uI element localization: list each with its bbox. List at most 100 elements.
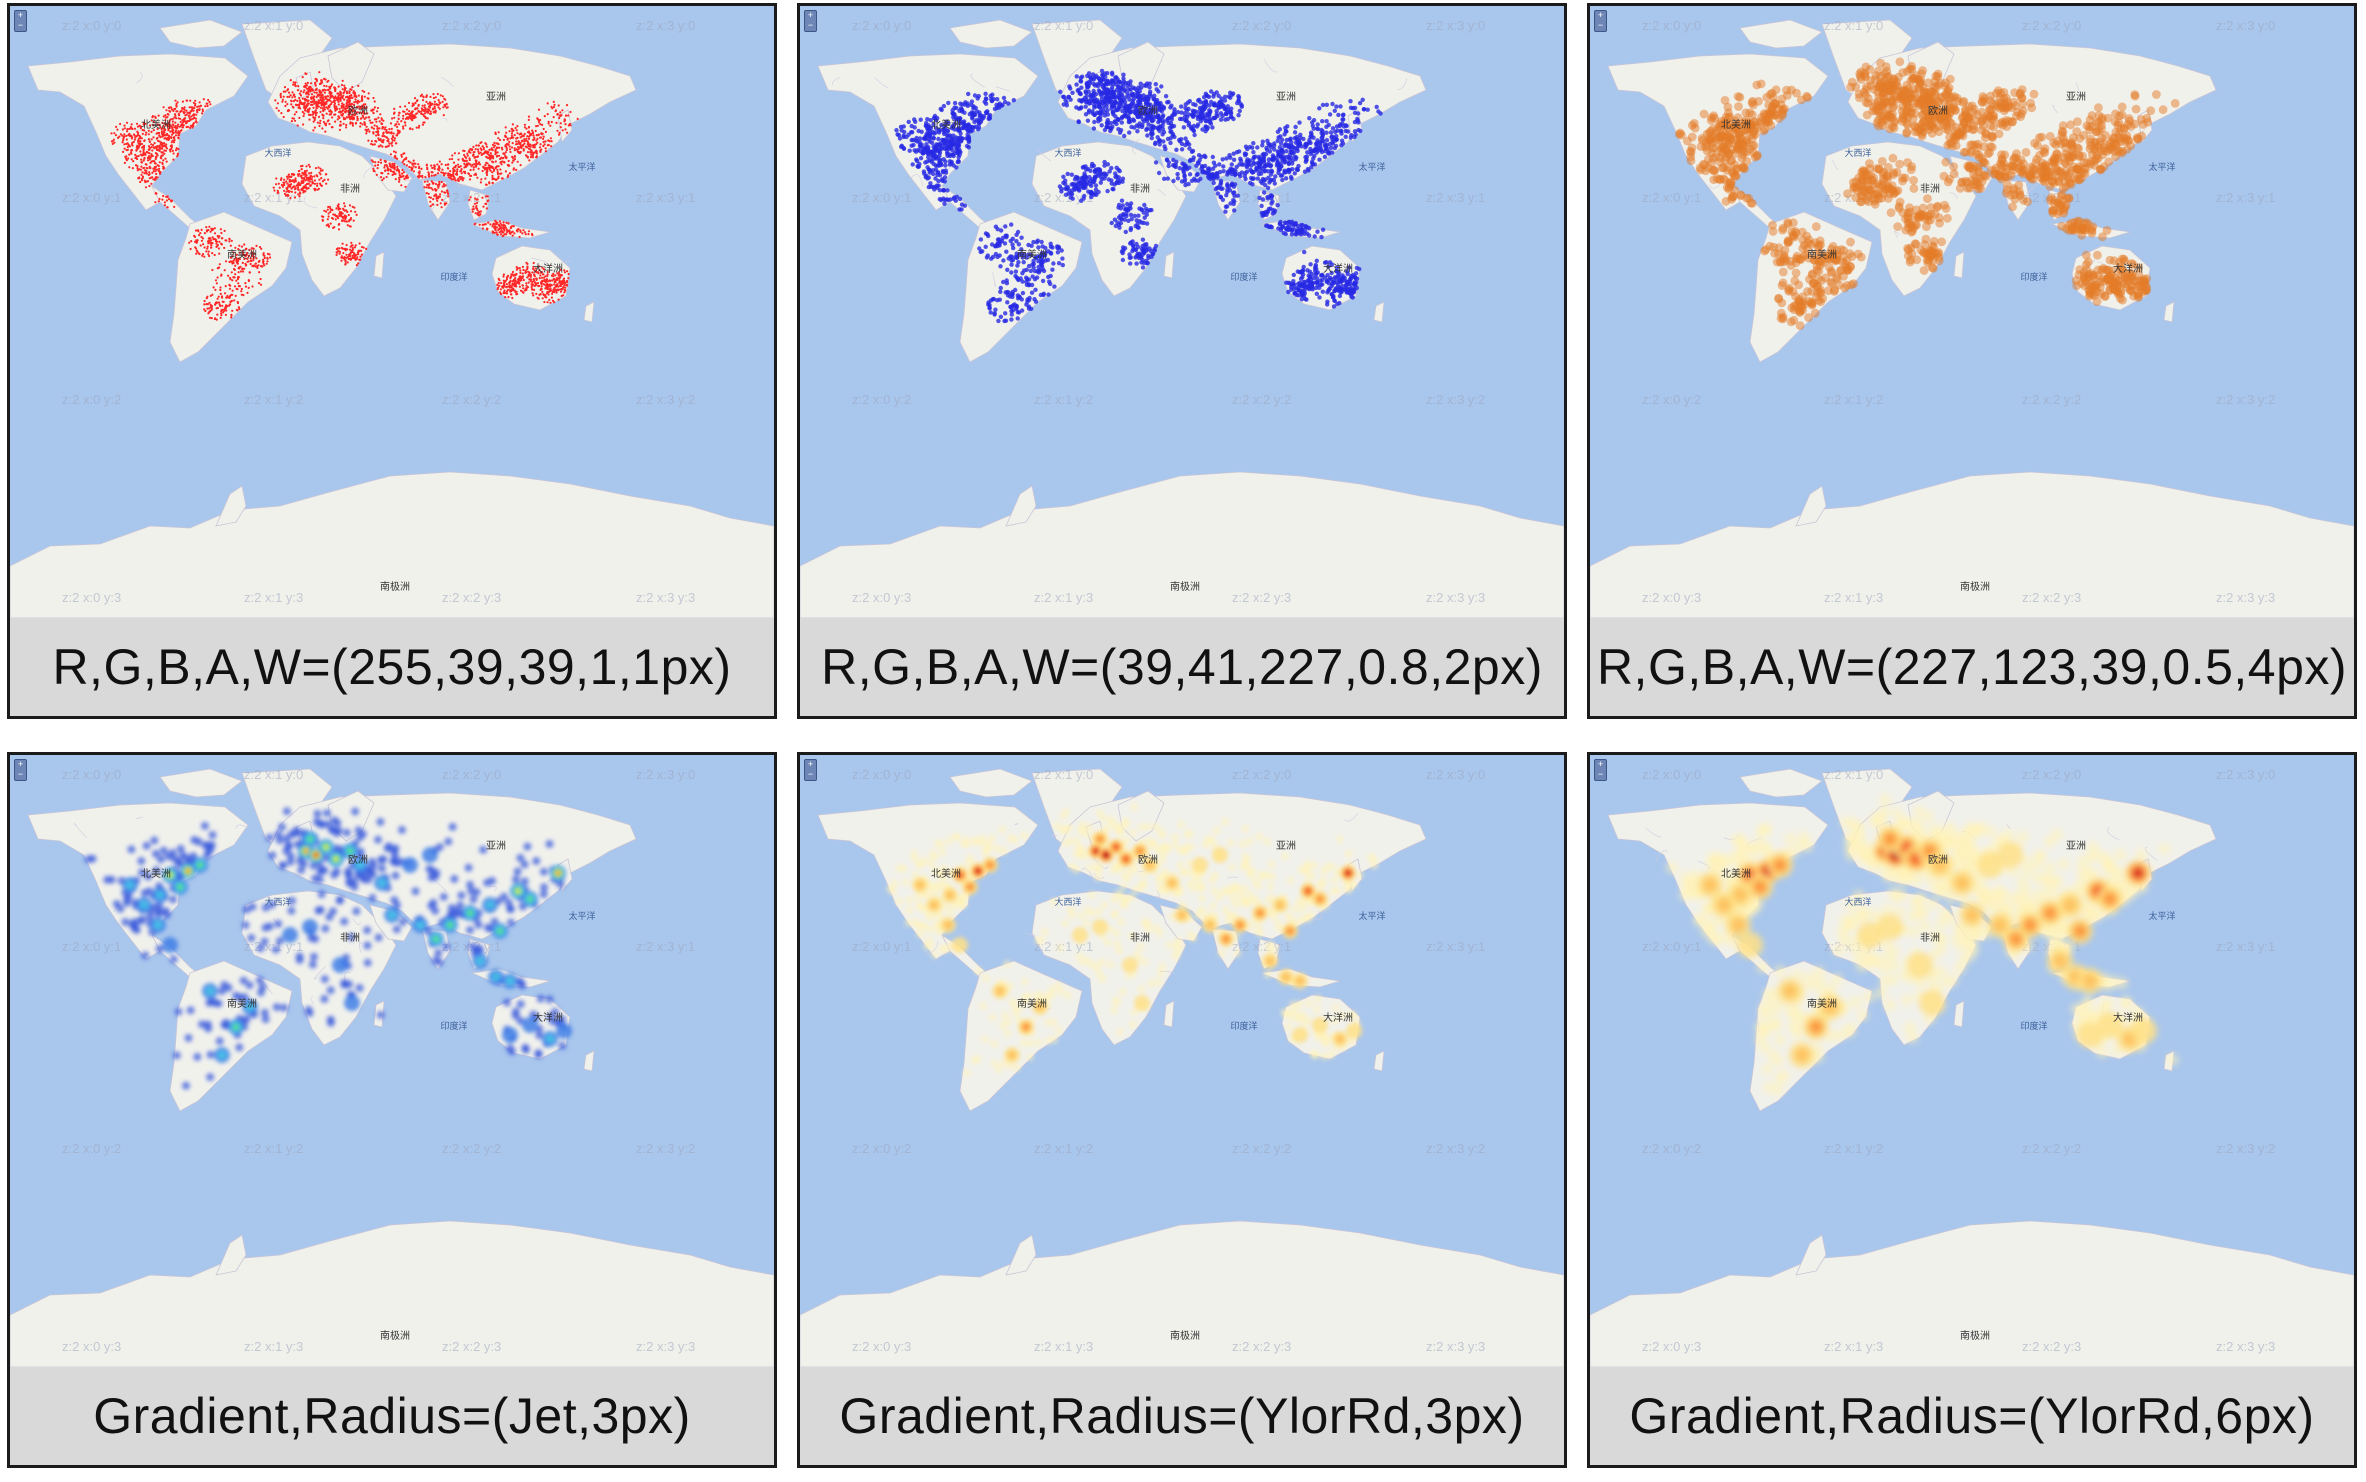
data-point	[130, 149, 134, 152]
data-point	[515, 137, 518, 140]
data-point	[376, 131, 380, 134]
data-point	[1134, 218, 1139, 223]
data-point	[546, 274, 549, 278]
data-point	[396, 165, 399, 168]
data-point	[546, 113, 549, 116]
data-point	[342, 105, 345, 108]
data-point	[1297, 120, 1302, 125]
data-point	[1314, 258, 1319, 263]
data-point	[322, 104, 325, 107]
data-point	[411, 102, 414, 105]
data-point	[436, 172, 440, 175]
data-point	[537, 265, 541, 268]
tile-label: z:2 x:1 y:0	[1034, 18, 1093, 33]
data-point	[393, 137, 397, 140]
data-point	[246, 291, 249, 294]
data-point	[290, 175, 293, 178]
data-point	[151, 154, 154, 158]
data-point	[563, 271, 567, 274]
data-point	[176, 155, 179, 158]
data-point	[398, 130, 401, 133]
data-point	[481, 223, 484, 226]
data-point	[564, 286, 567, 289]
data-point	[202, 98, 205, 101]
data-point	[549, 137, 553, 140]
data-point	[354, 258, 357, 261]
data-point	[132, 133, 136, 136]
data-point	[188, 241, 191, 244]
data-point	[532, 138, 535, 142]
data-point	[347, 111, 350, 114]
data-point	[317, 187, 320, 190]
data-point	[249, 257, 252, 260]
data-point	[127, 157, 130, 160]
data-point	[928, 118, 933, 123]
zoom-control[interactable]: + −	[14, 10, 27, 32]
data-point	[554, 288, 557, 291]
data-point	[504, 291, 507, 295]
data-point	[160, 154, 163, 157]
data-point	[436, 163, 439, 166]
data-point	[518, 235, 521, 239]
data-point	[291, 96, 294, 99]
land-antarctica	[10, 471, 774, 618]
data-point	[351, 124, 354, 127]
data-point	[165, 199, 168, 202]
data-point	[544, 150, 548, 153]
data-point	[172, 129, 175, 132]
data-point	[153, 142, 156, 145]
label-pacific: 太平洋	[568, 161, 595, 173]
data-overlay	[894, 68, 1383, 324]
data-point	[537, 133, 541, 136]
data-point	[170, 147, 173, 150]
data-point	[1031, 239, 1036, 245]
data-point	[422, 121, 425, 124]
data-point	[508, 140, 511, 143]
data-point	[569, 124, 572, 127]
data-point	[321, 107, 324, 110]
data-point	[324, 89, 327, 92]
data-point	[252, 247, 255, 250]
data-point	[351, 251, 354, 254]
data-point	[148, 146, 151, 150]
data-point	[460, 172, 463, 175]
data-point	[502, 138, 505, 141]
data-point	[280, 112, 283, 115]
data-point	[556, 283, 559, 286]
data-point	[287, 189, 290, 193]
data-point	[253, 264, 256, 267]
data-point	[391, 117, 394, 120]
data-point	[392, 150, 396, 153]
data-point	[418, 167, 421, 170]
data-point	[1109, 181, 1114, 186]
data-point	[232, 251, 235, 254]
data-point	[328, 90, 331, 93]
data-point	[512, 159, 515, 162]
data-point	[150, 143, 153, 146]
data-point	[522, 291, 525, 294]
data-point	[420, 110, 423, 113]
data-point	[533, 143, 536, 146]
data-point	[1013, 269, 1019, 274]
world-map[interactable]: z:2 x:0 y:0 z:2 x:1 y:0 z:2 x:2 y:0 z:2 x:3…	[800, 6, 1564, 618]
data-point	[328, 85, 331, 88]
data-point	[379, 138, 382, 141]
data-point	[126, 148, 129, 151]
data-point	[310, 178, 313, 181]
data-point	[473, 202, 476, 205]
data-point	[304, 84, 307, 87]
map-panel-2: z:2 x:0 y:0 z:2 x:1 y:0 z:2 x:2 y:0 z:2 x:3…	[797, 3, 1567, 719]
data-point	[150, 153, 153, 156]
data-point	[140, 142, 144, 146]
data-point	[452, 161, 456, 164]
data-point	[452, 167, 455, 170]
data-point	[307, 179, 310, 182]
data-point	[427, 192, 430, 195]
data-point	[533, 151, 537, 154]
world-map[interactable]: z:2 x:0 y:0 z:2 x:1 y:0 z:2 x:2 y:0 z:2 x:3…	[10, 6, 774, 618]
data-point	[286, 103, 289, 106]
data-point	[162, 194, 165, 198]
data-point	[421, 104, 424, 107]
data-point	[518, 141, 521, 144]
data-point	[154, 170, 157, 173]
